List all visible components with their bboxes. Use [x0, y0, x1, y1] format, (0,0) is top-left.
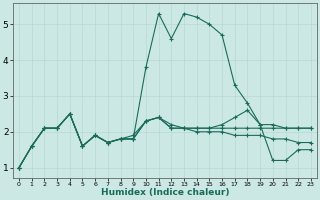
X-axis label: Humidex (Indice chaleur): Humidex (Indice chaleur) — [101, 188, 229, 197]
